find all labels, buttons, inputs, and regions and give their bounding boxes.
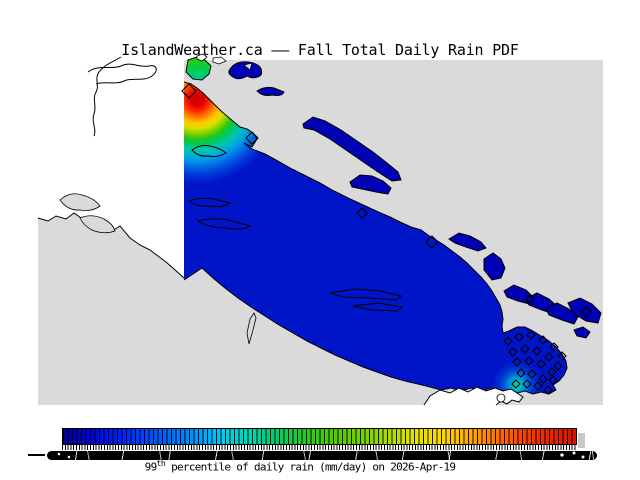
station-diamond-marker xyxy=(503,336,513,346)
sound-inlet xyxy=(59,193,101,211)
station-diamond-marker xyxy=(580,306,592,318)
station-diamond-marker xyxy=(544,352,554,362)
southeast-teal-spot xyxy=(512,380,522,390)
page-title: IslandWeather.ca —— Fall Total Daily Rai… xyxy=(121,41,519,59)
inlet-squiggle xyxy=(92,56,122,137)
station-diamond-marker xyxy=(533,381,543,391)
top-islets xyxy=(196,53,227,65)
station-diamond-marker xyxy=(356,207,368,219)
sound-inlet xyxy=(79,215,116,234)
station-diamond-marker xyxy=(516,368,526,378)
station-diamond-marker xyxy=(181,83,197,99)
station-diamond-marker xyxy=(538,335,548,345)
station-diamond-marker xyxy=(543,385,553,395)
label-suffix: percentile of daily rain (mm/day) on 202… xyxy=(165,460,456,474)
station-diamond-marker xyxy=(549,342,559,352)
station-diamond-marker xyxy=(520,344,530,354)
station-diamond-marker xyxy=(532,346,542,356)
label-superscript: th xyxy=(156,459,166,468)
colorbar-shadow xyxy=(578,433,585,448)
colorbar-overlapping-labels xyxy=(47,451,597,460)
station-diamond-marker xyxy=(514,332,524,342)
station-diamond-marker xyxy=(511,379,521,389)
station-diamond-marker xyxy=(557,351,567,361)
label-prefix: 99 xyxy=(144,460,158,474)
station-diamond-marker xyxy=(425,235,439,249)
coastline xyxy=(423,386,524,406)
colorbar-label: 99th percentile of daily rain (mm/day) o… xyxy=(0,459,600,474)
station-diamond-marker xyxy=(508,347,518,357)
station-diamond-marker xyxy=(525,294,535,304)
station-diamond-marker xyxy=(536,359,546,369)
station-diamond-marker xyxy=(512,357,522,367)
station-diamond-marker xyxy=(524,356,534,366)
islet-notch xyxy=(243,62,253,71)
colorbar-ticks xyxy=(62,445,577,450)
island-lakes xyxy=(188,145,404,312)
station-diamond-marker xyxy=(548,375,558,385)
station-diamond-marker xyxy=(538,374,548,384)
nodata-land-northwest xyxy=(37,56,185,279)
station-diamond-marker xyxy=(526,330,536,340)
colorbar xyxy=(62,428,577,445)
station-diamond-marker xyxy=(547,367,557,377)
station-diamond-marker xyxy=(245,131,259,145)
island-coastline xyxy=(183,81,568,395)
station-markers xyxy=(181,83,592,395)
spit-loop xyxy=(496,393,506,403)
inlet-squiggle xyxy=(87,63,157,85)
station-diamond-marker xyxy=(553,361,563,371)
nodata-land-south xyxy=(423,386,524,406)
station-diamond-marker xyxy=(522,379,532,389)
station-diamond-marker xyxy=(527,369,537,379)
colorbar-label-dash xyxy=(28,454,45,456)
alberni-inlet xyxy=(246,312,257,345)
